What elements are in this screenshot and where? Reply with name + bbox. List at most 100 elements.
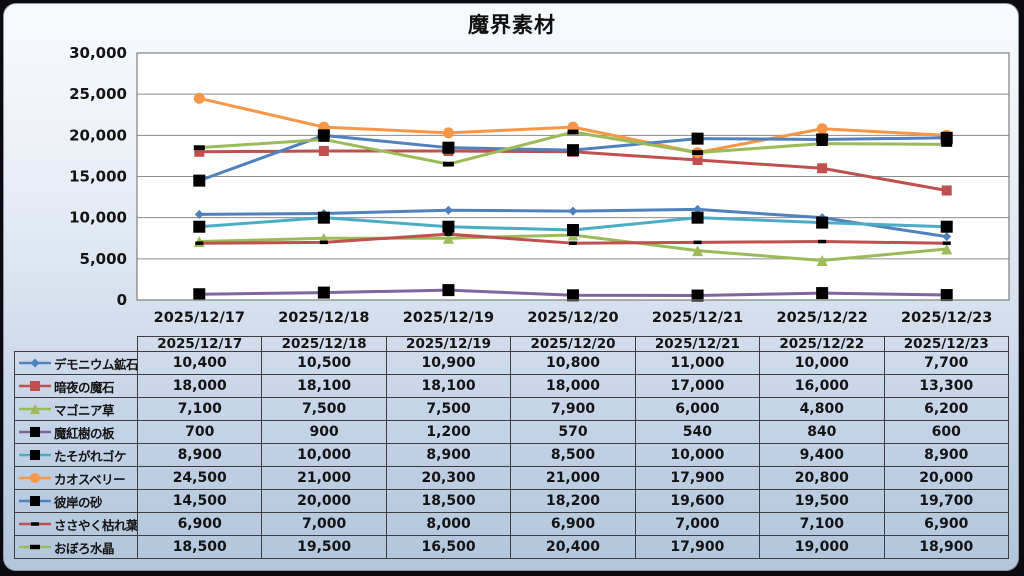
table-row: カオスベリー 24,500 21,000 20,300 21,000 17,900 20,8… xyxy=(14,466,1010,490)
date-header-cell: 2025/12/21 xyxy=(634,336,761,352)
value-cell: 20,300 xyxy=(385,466,512,490)
value-cell: 18,200 xyxy=(510,489,636,513)
date-header-cell: 2025/12/20 xyxy=(510,336,636,352)
value-cell: 8,900 xyxy=(385,443,512,467)
date-header-cell: 2025/12/19 xyxy=(385,336,512,352)
table-row: たそがれゴケ 8,900 10,000 8,900 8,500 10,000 9,400 8,… xyxy=(14,443,1010,467)
legend-marker-icon xyxy=(19,381,51,391)
table-row: ささやく枯れ葉 6,900 7,000 8,000 6,900 7,000 7,100 6,9… xyxy=(14,512,1010,536)
table-corner-cell xyxy=(15,337,138,352)
value-cell: 20,400 xyxy=(510,535,636,559)
value-cell: 7,000 xyxy=(634,512,761,536)
value-cell: 11,000 xyxy=(634,351,761,375)
value-cell: 19,600 xyxy=(634,489,761,513)
series-name-label: 魔紅樹の板 xyxy=(54,425,115,441)
value-cell: 20,800 xyxy=(759,466,885,490)
table-row: おぼろ水晶 18,500 19,500 16,500 20,400 17,900 19,00… xyxy=(14,535,1010,559)
series-name-cell: 魔紅樹の板 xyxy=(14,420,138,444)
series-name-cell: たそがれゴケ xyxy=(14,443,138,467)
value-cell: 8,900 xyxy=(136,443,263,467)
value-cell: 18,000 xyxy=(136,374,263,398)
data-table: 2025/12/17 2025/12/18 2025/12/19 2025/12/20… xyxy=(14,336,1010,559)
table-row: マゴニア草 7,100 7,500 7,500 7,900 6,000 4,800 6,200 xyxy=(14,397,1010,421)
value-cell: 7,000 xyxy=(261,512,387,536)
value-cell: 18,500 xyxy=(385,489,512,513)
value-cell: 17,900 xyxy=(634,535,761,559)
table-row: 彼岸の砂 14,500 20,000 18,500 18,200 19,600 19,500… xyxy=(14,489,1010,513)
value-cell: 20,000 xyxy=(261,489,387,513)
value-cell: 7,900 xyxy=(510,397,636,421)
series-name-label: 彼岸の砂 xyxy=(54,494,103,510)
chart-title: 魔界素材 xyxy=(468,13,556,37)
value-cell: 13,300 xyxy=(883,374,1010,398)
table-row: 魔紅樹の板 700 900 1,200 570 540 840 600 xyxy=(14,420,1010,444)
value-cell: 900 xyxy=(261,420,387,444)
legend-marker-icon xyxy=(19,427,51,437)
legend-marker-icon xyxy=(19,522,51,526)
value-cell: 700 xyxy=(136,420,263,444)
value-cell: 21,000 xyxy=(261,466,387,490)
table-row: 暗夜の魔石 18,000 18,100 18,100 18,000 17,000 16,00… xyxy=(14,374,1010,398)
value-cell: 18,500 xyxy=(136,535,263,559)
value-cell: 6,900 xyxy=(510,512,636,536)
value-cell: 6,900 xyxy=(136,512,263,536)
date-header-cell: 2025/12/17 xyxy=(136,336,263,352)
value-cell: 21,000 xyxy=(510,466,636,490)
table-header-row: 2025/12/17 2025/12/18 2025/12/19 2025/12/20… xyxy=(15,336,1010,352)
value-cell: 570 xyxy=(510,420,636,444)
series-name-label: 暗夜の魔石 xyxy=(54,379,115,395)
value-cell: 18,100 xyxy=(261,374,387,398)
value-cell: 10,900 xyxy=(385,351,512,375)
value-cell: 16,000 xyxy=(759,374,885,398)
value-cell: 18,000 xyxy=(510,374,636,398)
value-cell: 18,100 xyxy=(385,374,512,398)
value-cell: 7,100 xyxy=(136,397,263,421)
value-cell: 6,900 xyxy=(883,512,1010,536)
series-name-label: ささやく枯れ葉 xyxy=(54,517,138,533)
value-cell: 4,800 xyxy=(759,397,885,421)
series-name-cell: 暗夜の魔石 xyxy=(14,374,138,398)
value-cell: 7,500 xyxy=(385,397,512,421)
date-header-cell: 2025/12/23 xyxy=(883,336,1010,352)
legend-marker-icon xyxy=(19,404,51,414)
series-name-cell: 彼岸の砂 xyxy=(14,489,138,513)
value-cell: 19,500 xyxy=(261,535,387,559)
value-cell: 10,000 xyxy=(634,443,761,467)
value-cell: 17,900 xyxy=(634,466,761,490)
value-cell: 7,500 xyxy=(261,397,387,421)
value-cell: 840 xyxy=(759,420,885,444)
value-cell: 19,000 xyxy=(759,535,885,559)
legend-marker-icon xyxy=(19,544,51,550)
value-cell: 6,200 xyxy=(883,397,1010,421)
value-cell: 600 xyxy=(883,420,1010,444)
value-cell: 8,000 xyxy=(385,512,512,536)
legend-marker-icon xyxy=(19,450,51,460)
date-header-cell: 2025/12/22 xyxy=(759,336,885,352)
value-cell: 10,400 xyxy=(136,351,263,375)
value-cell: 540 xyxy=(634,420,761,444)
value-cell: 1,200 xyxy=(385,420,512,444)
series-name-cell: カオスベリー xyxy=(14,466,138,490)
value-cell: 16,500 xyxy=(385,535,512,559)
value-cell: 18,900 xyxy=(883,535,1010,559)
value-cell: 17,000 xyxy=(634,374,761,398)
series-name-cell: ささやく枯れ葉 xyxy=(14,512,138,536)
value-cell: 7,700 xyxy=(883,351,1010,375)
table-row: デモニウム鉱石 10,400 10,500 10,900 10,800 11,000 10,… xyxy=(14,351,1010,375)
series-name-label: おぼろ水晶 xyxy=(54,540,115,556)
legend-marker-icon xyxy=(19,473,51,483)
value-cell: 24,500 xyxy=(136,466,263,490)
series-name-cell: デモニウム鉱石 xyxy=(14,351,138,375)
value-cell: 10,000 xyxy=(759,351,885,375)
value-cell: 10,500 xyxy=(261,351,387,375)
value-cell: 14,500 xyxy=(136,489,263,513)
value-cell: 8,500 xyxy=(510,443,636,467)
value-cell: 9,400 xyxy=(759,443,885,467)
series-name-cell: マゴニア草 xyxy=(14,397,138,421)
value-cell: 8,900 xyxy=(883,443,1010,467)
value-cell: 6,000 xyxy=(634,397,761,421)
series-name-label: カオスベリー xyxy=(54,471,126,487)
series-name-cell: おぼろ水晶 xyxy=(14,535,138,559)
legend-marker-icon xyxy=(19,358,51,368)
